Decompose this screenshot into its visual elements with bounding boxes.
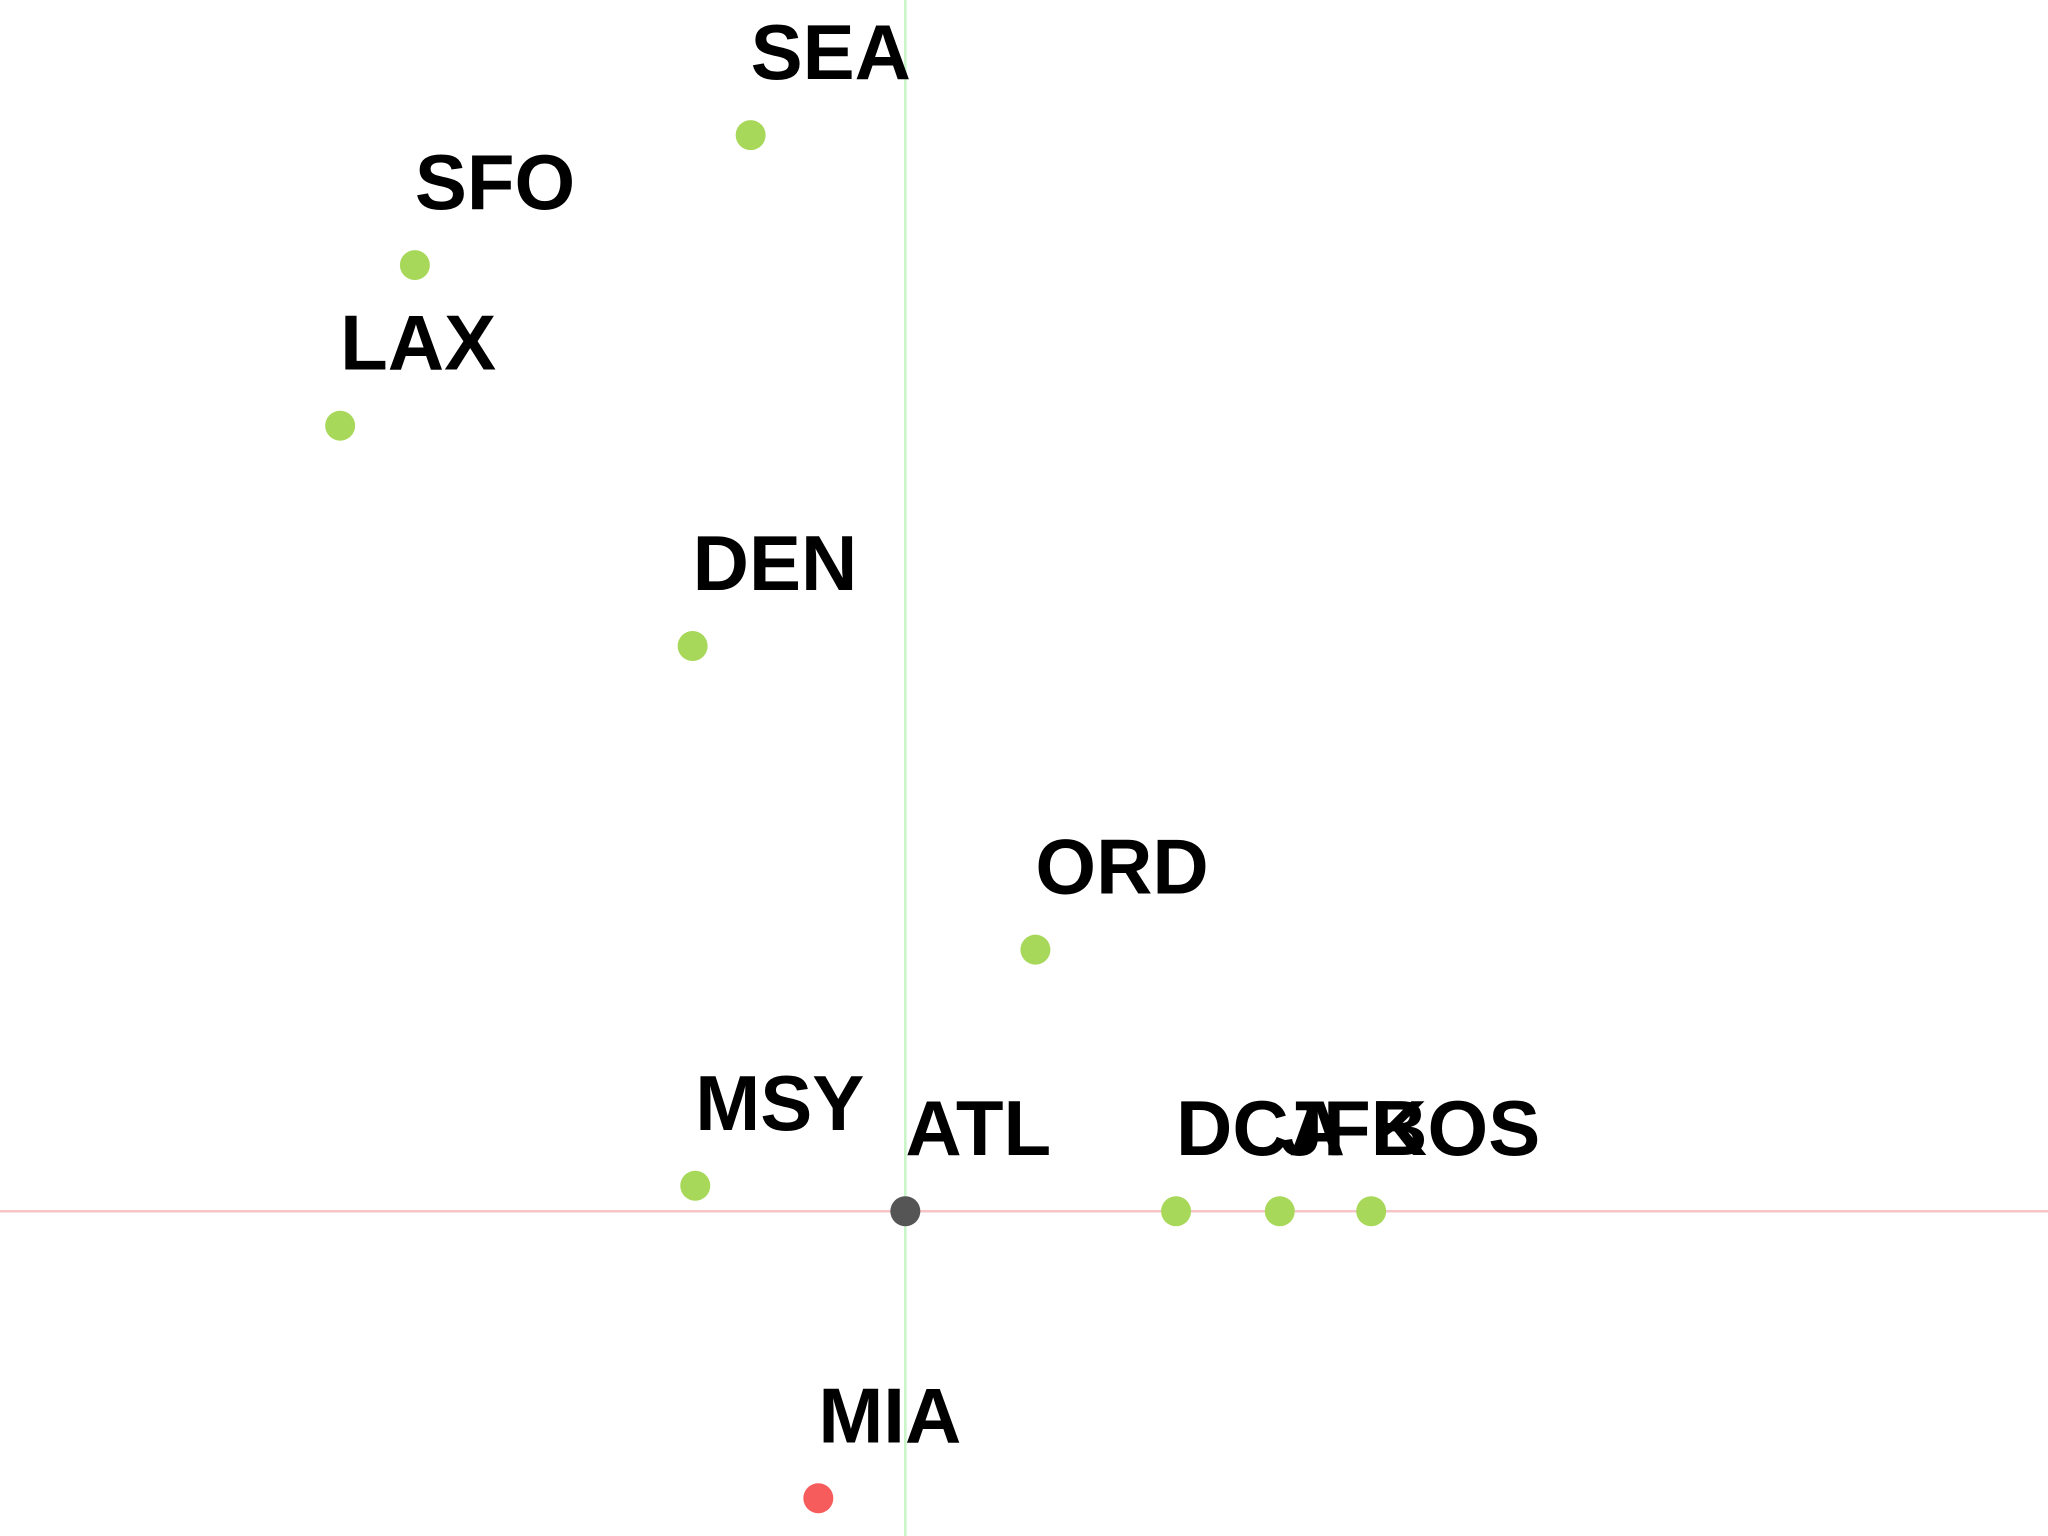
point-label-sfo: SFO — [415, 138, 575, 226]
point-label-bos: BOS — [1371, 1084, 1540, 1172]
point-label-dca: DCA — [1176, 1084, 1345, 1172]
point-label-msy: MSY — [695, 1059, 864, 1147]
point-jfk — [1264, 1196, 1295, 1227]
point-sfo — [399, 250, 430, 281]
point-dca — [1161, 1196, 1192, 1227]
point-lax — [325, 410, 356, 441]
point-label-lax: LAX — [340, 299, 496, 387]
point-label-atl: ATL — [905, 1084, 1051, 1172]
point-sea — [735, 120, 766, 151]
points-layer — [325, 120, 1387, 1514]
point-label-sea: SEA — [751, 8, 911, 96]
point-label-ord: ORD — [1035, 823, 1208, 911]
point-atl — [890, 1196, 921, 1227]
point-bos — [1356, 1196, 1387, 1227]
point-msy — [680, 1170, 711, 1201]
point-label-mia: MIA — [818, 1371, 961, 1459]
point-mia — [803, 1483, 834, 1514]
point-ord — [1020, 934, 1051, 965]
point-den — [677, 630, 708, 661]
point-label-jfk: JFK — [1280, 1084, 1427, 1172]
point-label-den: DEN — [693, 519, 858, 607]
